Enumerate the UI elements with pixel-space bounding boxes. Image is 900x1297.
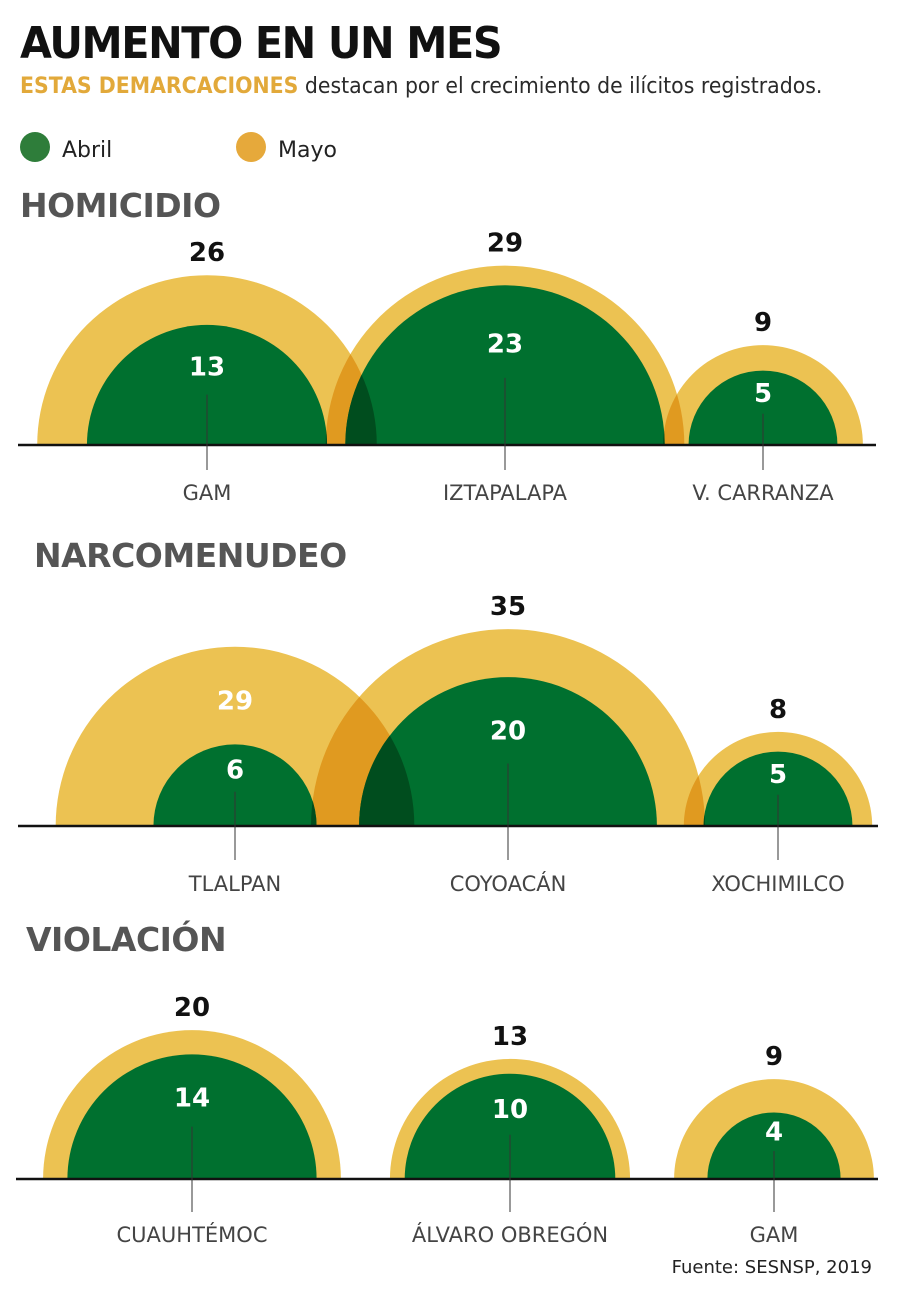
abril-value-0-0: 13 bbox=[189, 352, 225, 382]
abril-semicircle-1-1 bbox=[359, 677, 657, 826]
chart-title: AUMENTO EN UN MES bbox=[20, 18, 503, 69]
abril-value-0-1: 23 bbox=[487, 329, 523, 359]
abril-value-1-0: 6 bbox=[226, 756, 244, 786]
abril-value-2-1: 10 bbox=[492, 1095, 528, 1125]
legend-label-abril: Abril bbox=[62, 138, 113, 163]
mayo-value-1-1: 35 bbox=[490, 592, 526, 622]
category-label-1-2: XOCHIMILCO bbox=[711, 872, 844, 896]
legend-item-abril: Abril bbox=[20, 130, 112, 163]
subtitle-highlight: ESTAS DEMARCACIONES bbox=[20, 74, 299, 99]
legend: Abril Mayo bbox=[20, 130, 620, 170]
category-label-2-0: CUAUHTÉMOC bbox=[117, 1222, 268, 1247]
mayo-value-2-1: 13 bbox=[492, 1022, 528, 1052]
abril-semicircle-0-0 bbox=[86, 324, 328, 445]
chart-subtitle: ESTAS DEMARCACIONES destacan por el crec… bbox=[20, 74, 822, 99]
category-label-0-1: IZTAPALAPA bbox=[443, 481, 568, 505]
mayo-value-0-1: 29 bbox=[487, 229, 523, 259]
legend-label-mayo: Mayo bbox=[278, 138, 337, 163]
abril-semicircle-2-2 bbox=[707, 1112, 841, 1179]
legend-item-mayo: Mayo bbox=[236, 130, 337, 163]
abril-semicircle-0-2 bbox=[688, 370, 838, 445]
mayo-value-0-0: 26 bbox=[189, 238, 225, 268]
abril-semicircle-1-2 bbox=[703, 751, 853, 826]
category-label-2-2: GAM bbox=[750, 1223, 799, 1247]
abril-value-0-2: 5 bbox=[754, 379, 772, 409]
abril-value-2-0: 14 bbox=[174, 1084, 210, 1114]
abril-value-2-2: 4 bbox=[765, 1117, 783, 1147]
category-label-0-0: GAM bbox=[183, 481, 232, 505]
abril-semicircle-0-1 bbox=[345, 285, 665, 445]
abril-value-1-2: 5 bbox=[769, 760, 787, 790]
subtitle-rest: destacan por el crecimiento de ilícitos … bbox=[298, 74, 823, 99]
abril-semicircle-2-0 bbox=[67, 1054, 317, 1179]
panel-1: 6 29 TLALPAN 20 35 COYOACÁN 5 8 XOCHIMILCO bbox=[18, 592, 878, 896]
abril-value-1-1: 20 bbox=[490, 717, 526, 747]
panel-2: 14 20 CUAUHTÉMOC 10 13 ÁLVARO OBREGÓN 4 9 GAM bbox=[16, 993, 878, 1247]
category-label-1-1: COYOACÁN bbox=[450, 871, 567, 896]
section-title-homicidio: HOMICIDIO bbox=[20, 186, 221, 225]
mayo-value-0-2: 9 bbox=[754, 308, 772, 338]
mayo-value-2-2: 9 bbox=[765, 1042, 783, 1072]
section-title-violacion: VIOLACIÓN bbox=[26, 920, 227, 959]
mayo-value-2-0: 20 bbox=[174, 993, 210, 1023]
category-label-2-1: ÁLVARO OBREGÓN bbox=[412, 1222, 608, 1247]
panel-0: 13 26 GAM 23 29 IZTAPALAPA 5 9 V. CARRANZA bbox=[18, 229, 876, 505]
abril-semicircle-1-0 bbox=[153, 744, 317, 826]
legend-swatch-mayo bbox=[236, 131, 266, 162]
category-label-1-0: TLALPAN bbox=[188, 872, 281, 896]
legend-swatch-abril bbox=[20, 131, 50, 162]
source-note: Fuente: SESNSP, 2019 bbox=[671, 1257, 872, 1278]
mayo-value-1-2: 8 bbox=[769, 695, 787, 725]
abril-semicircle-2-1 bbox=[404, 1073, 616, 1179]
category-label-0-2: V. CARRANZA bbox=[692, 481, 834, 505]
mayo-value-1-0: 29 bbox=[217, 686, 253, 716]
section-title-narcomenudeo: NARCOMENUDEO bbox=[34, 536, 347, 575]
